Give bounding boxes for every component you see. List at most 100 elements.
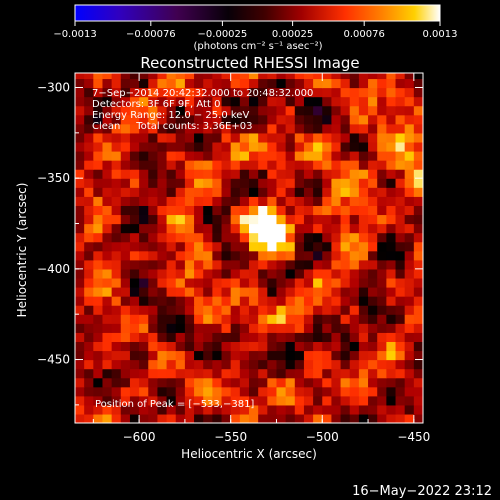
- heatmap-cell: [184, 341, 195, 352]
- heatmap-cell: [120, 368, 131, 379]
- heatmap-cell: [139, 386, 149, 397]
- heatmap-cell: [313, 223, 323, 234]
- heatmap-cell: [221, 250, 232, 261]
- heatmap-cell: [249, 232, 259, 243]
- heatmap-cell: [313, 250, 323, 261]
- heatmap-cell: [93, 87, 104, 98]
- heatmap-image: [75, 73, 423, 423]
- heatmap-cell: [102, 196, 113, 206]
- heatmap-cell: [194, 296, 204, 306]
- heatmap-cell: [395, 359, 406, 370]
- heatmap-cell: [84, 214, 94, 225]
- heatmap-cell: [203, 205, 213, 216]
- heatmap-cell: [102, 368, 113, 379]
- heatmap-cell: [258, 178, 268, 188]
- heatmap-cell: [386, 87, 397, 98]
- heatmap-cell: [358, 223, 369, 234]
- heatmap-cell: [139, 350, 149, 361]
- heatmap-cell: [194, 232, 204, 243]
- heatmap-cell: [377, 286, 387, 297]
- heatmap-cell: [203, 169, 213, 179]
- heatmap-cell: [120, 341, 131, 352]
- heatmap-cell: [157, 178, 168, 188]
- heatmap-cell: [203, 141, 213, 152]
- heatmap-cell: [294, 286, 305, 297]
- heatmap-cell: [404, 87, 415, 98]
- heatmap-cell: [303, 105, 314, 116]
- heatmap-cell: [139, 404, 149, 415]
- heatmap-cell: [386, 223, 397, 234]
- heatmap-cell: [111, 404, 122, 415]
- heatmap-cell: [276, 332, 287, 342]
- heatmap-cell: [230, 141, 241, 152]
- heatmap-cell: [239, 232, 250, 243]
- heatmap-cell: [386, 268, 397, 279]
- heatmap-cell: [221, 323, 232, 333]
- heatmap-cell: [157, 286, 168, 297]
- heatmap-cell: [368, 205, 378, 216]
- heatmap-cell: [303, 123, 314, 134]
- heatmap-cell: [322, 96, 333, 107]
- heatmap-cell: [322, 413, 333, 423]
- heatmap-cell: [313, 386, 323, 397]
- heatmap-cell: [267, 386, 278, 397]
- heatmap-cell: [386, 286, 397, 297]
- heatmap-cell: [166, 141, 177, 152]
- heatmap-cell: [148, 214, 159, 225]
- heatmap-cell: [395, 286, 406, 297]
- heatmap-cell: [395, 178, 406, 188]
- heatmap-cell: [322, 368, 333, 379]
- heatmap-cell: [139, 268, 149, 279]
- heatmap-cell: [285, 359, 296, 370]
- heatmap-cell: [194, 259, 204, 270]
- heatmap-cell: [285, 286, 296, 297]
- heatmap-cell: [75, 87, 85, 98]
- heatmap-cell: [111, 368, 122, 379]
- heatmap-cell: [221, 196, 232, 206]
- heatmap-cell: [331, 341, 342, 352]
- heatmap-cell: [368, 277, 378, 288]
- heatmap-cell: [93, 305, 104, 315]
- heatmap-cell: [212, 332, 223, 342]
- heatmap-cell: [386, 250, 397, 261]
- heatmap-cell: [221, 214, 232, 225]
- heatmap-cell: [313, 73, 323, 80]
- heatmap-cell: [303, 250, 314, 261]
- heatmap-cell: [413, 377, 423, 388]
- annotation-clean-counts: Clean Total counts: 3.36E+03: [92, 121, 252, 132]
- heatmap-cell: [102, 150, 113, 161]
- heatmap-cell: [276, 250, 287, 261]
- heatmap-cell: [230, 123, 241, 134]
- y-tick-label: −350: [37, 171, 70, 185]
- heatmap-cell: [258, 150, 268, 161]
- heatmap-cell: [313, 395, 323, 406]
- heatmap-cell: [368, 413, 378, 423]
- heatmap-cell: [239, 214, 250, 225]
- heatmap-cell: [221, 350, 232, 361]
- heatmap-cell: [285, 132, 296, 143]
- heatmap-cell: [111, 150, 122, 161]
- heatmap-cell: [139, 305, 149, 315]
- heatmap-cell: [276, 87, 287, 98]
- heatmap-cell: [111, 296, 122, 306]
- heatmap-cell: [239, 413, 250, 423]
- heatmap-cell: [194, 314, 204, 324]
- heatmap-cell: [294, 277, 305, 288]
- heatmap-cell: [120, 114, 131, 125]
- heatmap-cell: [157, 141, 168, 152]
- heatmap-cell: [377, 96, 387, 107]
- heatmap-cell: [294, 232, 305, 243]
- heatmap-cell: [258, 395, 268, 406]
- heatmap-cell: [239, 223, 250, 234]
- heatmap-cell: [258, 350, 268, 361]
- heatmap-cell: [340, 341, 351, 352]
- heatmap-cell: [184, 132, 195, 143]
- heatmap-cell: [331, 105, 342, 116]
- heatmap-cell: [212, 413, 223, 423]
- heatmap-cell: [139, 87, 149, 98]
- heatmap-cell: [395, 232, 406, 243]
- heatmap-cell: [139, 368, 149, 379]
- heatmap-cell: [377, 205, 387, 216]
- x-tick-label: −550: [214, 430, 247, 444]
- heatmap-cell: [404, 314, 415, 324]
